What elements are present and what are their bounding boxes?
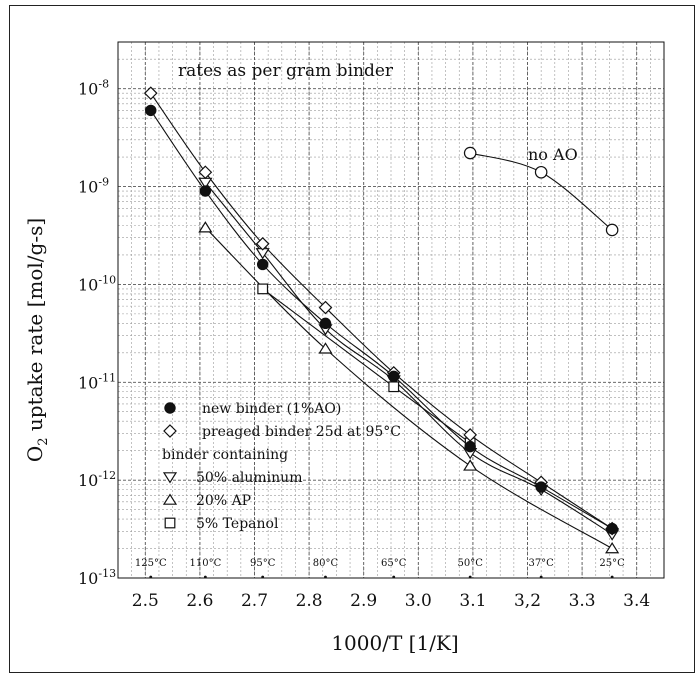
filled-circle-marker — [145, 104, 157, 117]
y-axis-label-o: O — [23, 446, 47, 462]
y-tick-label: 10-11 — [78, 371, 116, 392]
y-tick-label: 10-12 — [78, 469, 116, 490]
legend-label: 50% aluminum — [196, 470, 302, 486]
fit-curve — [150, 110, 613, 530]
diamond-marker — [143, 86, 158, 101]
filled-circle-marker — [606, 522, 618, 535]
temperature-tick-dot — [324, 575, 327, 579]
temperature-label: 80°C — [313, 558, 339, 569]
figure-frame — [9, 5, 695, 673]
temperature-label: 65°C — [381, 558, 407, 569]
temperature-tick-dot — [539, 575, 543, 579]
triangle-up-marker — [162, 493, 178, 505]
legend-label: 5% Tepanol — [196, 516, 279, 532]
temperature-label: 25°C — [599, 558, 625, 569]
y-tick-exponent: -12 — [98, 469, 116, 482]
x-tick-label: 3.0 — [405, 591, 432, 611]
filled-circle-marker — [319, 317, 332, 330]
triangle-up-marker — [198, 221, 213, 233]
y-tick-exponent: -9 — [98, 176, 109, 189]
open-circle-marker — [534, 165, 548, 179]
y-axis-label-subscript: 2 — [36, 437, 51, 445]
temperature-tick-dot — [392, 575, 396, 579]
y-tick-exponent: -13 — [98, 567, 116, 580]
data-markers — [143, 86, 620, 554]
filled-circle-marker — [199, 185, 212, 197]
y-tick-base: 10 — [78, 178, 98, 197]
filled-circle-marker — [256, 258, 269, 271]
minor-grid — [118, 42, 664, 578]
y-tick-label: 10-9 — [78, 176, 109, 197]
y-axis-label: O2 uptake rate [mol/g-s] — [23, 218, 51, 462]
y-axis-label-rest: uptake rate [mol/g-s] — [23, 218, 47, 438]
x-tick-label: 3.4 — [623, 591, 650, 611]
triangle-up-marker — [463, 459, 478, 471]
fit-curve — [204, 227, 613, 550]
temperature-tick-dot — [468, 575, 472, 579]
y-tick-base: 10 — [78, 373, 98, 392]
filled-circle-marker — [464, 440, 476, 453]
plot-border — [117, 41, 665, 579]
diamond-marker — [255, 236, 270, 251]
filled-circle-marker — [535, 481, 547, 493]
square-marker — [257, 283, 269, 295]
x-tick-label: 3,2 — [514, 591, 541, 611]
open-circle-marker — [463, 146, 477, 160]
legend-label: 20% AP — [196, 493, 251, 509]
x-tick-label: 2.7 — [241, 591, 268, 611]
diamond-marker — [198, 165, 213, 180]
legend: new binder (1%AO) preaged binder 25d at 9… — [162, 401, 401, 532]
legend-label: new binder (1%AO) — [202, 401, 341, 417]
diamond-marker — [318, 300, 333, 315]
x-tick-label: 2.5 — [132, 591, 159, 611]
y-tick-exponent: -8 — [98, 78, 109, 91]
square-marker — [388, 381, 400, 393]
filled-circle-marker — [164, 402, 176, 414]
temperature-tick-dot — [203, 575, 207, 579]
diamond-marker — [463, 428, 478, 442]
no-ao-annotation: no AO — [528, 145, 578, 164]
temperature-tick-dot — [261, 575, 265, 579]
y-tick-label: 10-13 — [78, 567, 116, 588]
temperature-label: 110°C — [189, 558, 221, 569]
square-marker — [164, 517, 176, 529]
legend-label: preaged binder 25d at 95°C — [202, 424, 401, 440]
triangle-up-marker — [605, 542, 620, 554]
y-tick-base: 10 — [78, 569, 98, 588]
triangle-down-marker — [162, 472, 178, 484]
temperature-label: 125°C — [135, 558, 167, 569]
x-tick-label: 2.8 — [296, 591, 323, 611]
y-tick-base: 10 — [78, 275, 98, 294]
x-tick-label: 2.9 — [350, 591, 377, 611]
temperature-tick-dot — [610, 575, 614, 579]
x-tick-label: 3.3 — [569, 591, 596, 611]
y-tick-base: 10 — [78, 80, 98, 99]
temperature-tick-dot — [149, 575, 153, 579]
temperature-labels: 125°C 110°C 95°C 80°C 65°C 50°C 37°C 25°C — [135, 558, 625, 579]
y-tick-exponent: -11 — [98, 371, 116, 384]
y-tick-label: 10-8 — [78, 78, 109, 99]
x-tick-label: 2.6 — [186, 591, 213, 611]
temperature-label: 50°C — [457, 558, 483, 569]
y-tick-label: 10-10 — [78, 273, 116, 294]
open-circle-marker — [605, 223, 619, 237]
triangle-up-marker — [318, 342, 333, 354]
x-axis-label: 1000/T [1/K] — [331, 631, 458, 655]
diamond-marker — [163, 424, 177, 438]
legend-label: binder containing — [162, 447, 288, 463]
x-tick-labels: 2.5 2.6 2.7 2.8 2.9 3.0 3.1 3,2 3.3 3.4 — [132, 591, 650, 611]
y-tick-base: 10 — [78, 471, 98, 490]
temperature-label: 37°C — [528, 558, 554, 569]
filled-circle-marker — [388, 370, 400, 383]
temperature-label: 95°C — [250, 558, 276, 569]
y-tick-exponent: -10 — [98, 273, 116, 286]
inner-title: rates as per gram binder — [178, 61, 394, 81]
x-tick-label: 3.1 — [459, 591, 486, 611]
